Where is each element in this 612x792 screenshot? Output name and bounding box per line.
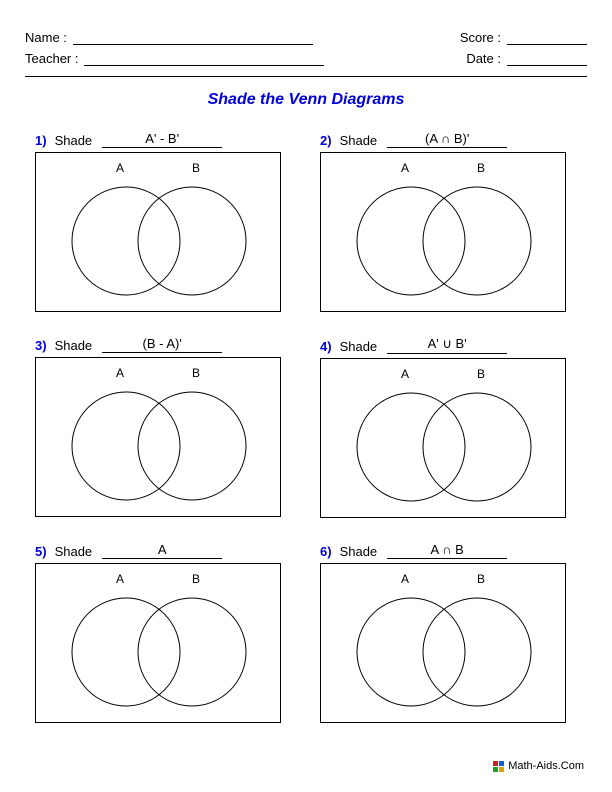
- problem-number: 3): [35, 338, 47, 353]
- problem-number: 6): [320, 544, 332, 559]
- header-row-1: Name : Score :: [25, 30, 587, 45]
- shade-label: Shade: [55, 338, 93, 353]
- circle-a: [72, 187, 180, 295]
- header-row-2: Teacher : Date :: [25, 51, 587, 66]
- footer: Math-Aids.Com: [493, 760, 584, 772]
- venn-box: AB: [320, 152, 566, 312]
- venn-box: AB: [35, 357, 281, 517]
- page-title: Shade the Venn Diagrams: [25, 91, 587, 109]
- expression: A' ∪ B': [387, 336, 507, 354]
- problem-prompt: 1) Shade A' - B': [35, 131, 292, 148]
- problem: 6) Shade A ∩ B AB: [320, 542, 577, 723]
- date-label: Date :: [466, 51, 501, 66]
- circle-b: [423, 393, 531, 501]
- name-field: Name :: [25, 30, 313, 45]
- teacher-field: Teacher :: [25, 51, 324, 66]
- problem-prompt: 5) Shade A: [35, 542, 292, 559]
- problem: 1) Shade A' - B' AB: [35, 131, 292, 312]
- circle-b: [423, 598, 531, 706]
- venn-svg: [321, 564, 567, 724]
- footer-text: Math-Aids.Com: [508, 760, 584, 772]
- venn-box: AB: [35, 152, 281, 312]
- problem: 3) Shade (B - A)' AB: [35, 336, 292, 518]
- circle-a: [357, 187, 465, 295]
- problem: 4) Shade A' ∪ B' AB: [320, 336, 577, 518]
- venn-box: AB: [35, 563, 281, 723]
- problem-number: 4): [320, 339, 332, 354]
- venn-box: AB: [320, 563, 566, 723]
- circle-b: [138, 598, 246, 706]
- expression: (B - A)': [102, 336, 222, 353]
- name-line[interactable]: [73, 31, 313, 45]
- date-line[interactable]: [507, 52, 587, 66]
- teacher-line[interactable]: [84, 52, 324, 66]
- circle-a: [357, 393, 465, 501]
- venn-svg: [321, 359, 567, 519]
- shade-label: Shade: [55, 544, 93, 559]
- problem-number: 1): [35, 133, 47, 148]
- circle-a: [72, 598, 180, 706]
- problem-number: 5): [35, 544, 47, 559]
- logo-icon: [493, 761, 504, 772]
- problem-prompt: 4) Shade A' ∪ B': [320, 336, 577, 354]
- shade-label: Shade: [340, 133, 378, 148]
- venn-svg: [36, 564, 282, 724]
- problem: 5) Shade A AB: [35, 542, 292, 723]
- expression: (A ∩ B)': [387, 131, 507, 148]
- problem-prompt: 6) Shade A ∩ B: [320, 542, 577, 559]
- venn-svg: [36, 358, 282, 518]
- problem-prompt: 3) Shade (B - A)': [35, 336, 292, 353]
- venn-svg: [36, 153, 282, 313]
- problem-prompt: 2) Shade (A ∩ B)': [320, 131, 577, 148]
- problem: 2) Shade (A ∩ B)' AB: [320, 131, 577, 312]
- shade-label: Shade: [55, 133, 93, 148]
- circle-a: [357, 598, 465, 706]
- score-label: Score :: [460, 30, 501, 45]
- venn-box: AB: [320, 358, 566, 518]
- date-field: Date :: [466, 51, 587, 66]
- shade-label: Shade: [340, 544, 378, 559]
- circle-b: [138, 187, 246, 295]
- score-line[interactable]: [507, 31, 587, 45]
- expression: A ∩ B: [387, 542, 507, 559]
- problem-number: 2): [320, 133, 332, 148]
- venn-svg: [321, 153, 567, 313]
- problems-grid: 1) Shade A' - B' AB 2) Shade (A ∩ B)' AB 3) Shade…: [25, 131, 587, 723]
- expression: A: [102, 542, 222, 559]
- circle-b: [423, 187, 531, 295]
- score-field: Score :: [460, 30, 587, 45]
- header-divider: [25, 76, 587, 77]
- expression: A' - B': [102, 131, 222, 148]
- teacher-label: Teacher :: [25, 51, 78, 66]
- circle-a: [72, 392, 180, 500]
- circle-b: [138, 392, 246, 500]
- name-label: Name :: [25, 30, 67, 45]
- shade-label: Shade: [340, 339, 378, 354]
